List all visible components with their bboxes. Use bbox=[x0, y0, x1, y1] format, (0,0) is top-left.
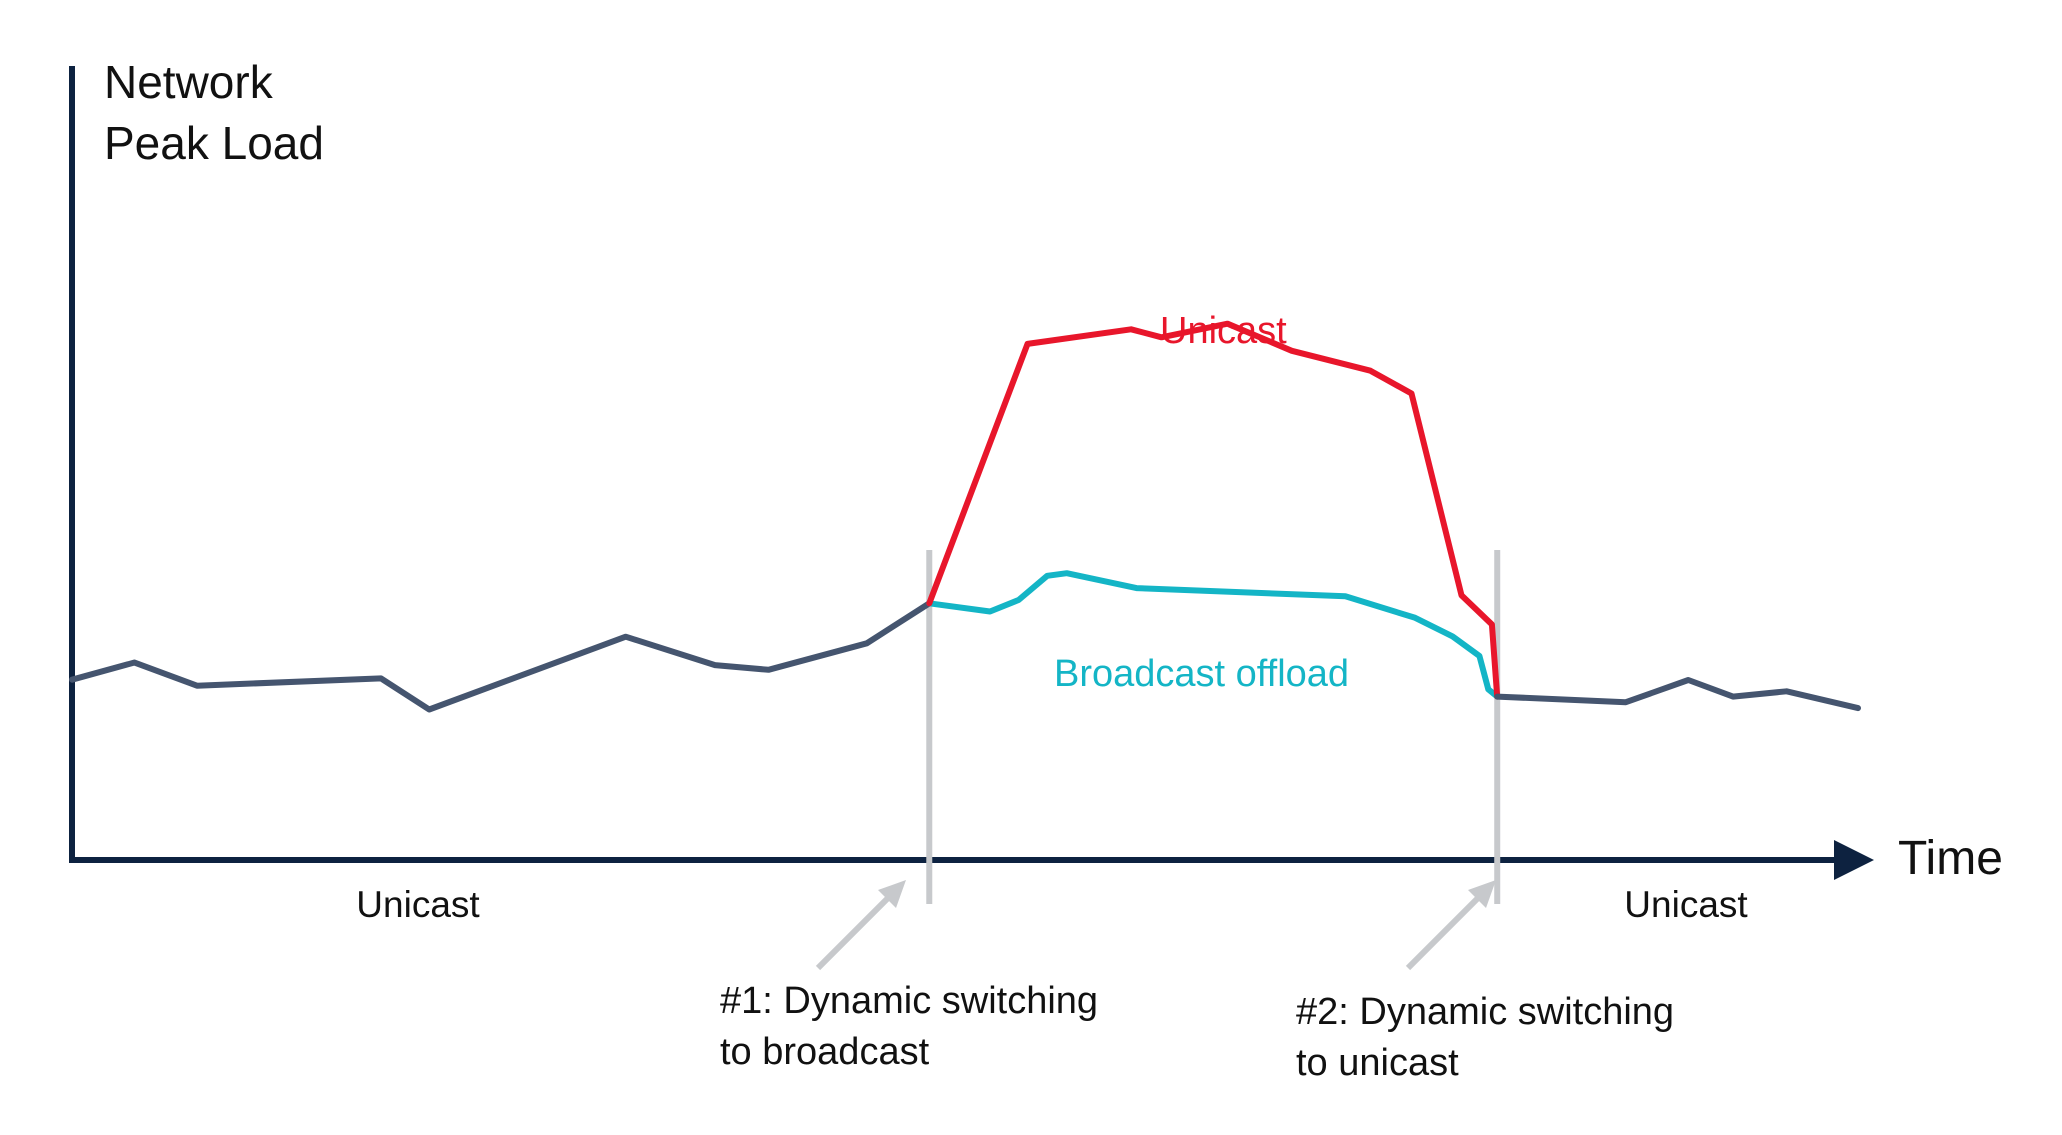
series-line-unicast-after bbox=[1494, 677, 1861, 712]
annotation-arrow-1 bbox=[815, 880, 906, 971]
x-axis-arrowhead bbox=[1834, 840, 1874, 880]
y-axis-label-line-2: Peak Load bbox=[104, 117, 324, 169]
switch-annotation-2-line-2: to unicast bbox=[1296, 1042, 1459, 1084]
x-axis-label: Time bbox=[1898, 832, 2003, 885]
switch-annotation-1-line-1: #1: Dynamic switching bbox=[720, 980, 1098, 1022]
series-label-broadcast-offload: Broadcast offload bbox=[1054, 653, 1349, 695]
switch-annotation-2: #2: Dynamic switching to unicast bbox=[1296, 991, 1685, 1084]
region-label-unicast-left: Unicast bbox=[356, 884, 480, 925]
series-line-unicast-peak bbox=[926, 320, 1501, 700]
series-line-broadcast-offload bbox=[926, 570, 1501, 700]
y-axis-label-line-1: Network bbox=[104, 56, 274, 108]
switch-annotation-2-line-1: #2: Dynamic switching bbox=[1296, 991, 1674, 1033]
switch-annotation-1: #1: Dynamic switching to broadcast bbox=[720, 980, 1109, 1073]
switch-annotation-1-line-2: to broadcast bbox=[720, 1031, 930, 1073]
y-axis-label: Network Peak Load bbox=[104, 56, 324, 169]
region-label-unicast-right: Unicast bbox=[1624, 884, 1748, 925]
series-line-unicast-before bbox=[69, 600, 933, 713]
annotation-arrow-2 bbox=[1405, 880, 1496, 971]
series-label-unicast: Unicast bbox=[1160, 310, 1287, 352]
